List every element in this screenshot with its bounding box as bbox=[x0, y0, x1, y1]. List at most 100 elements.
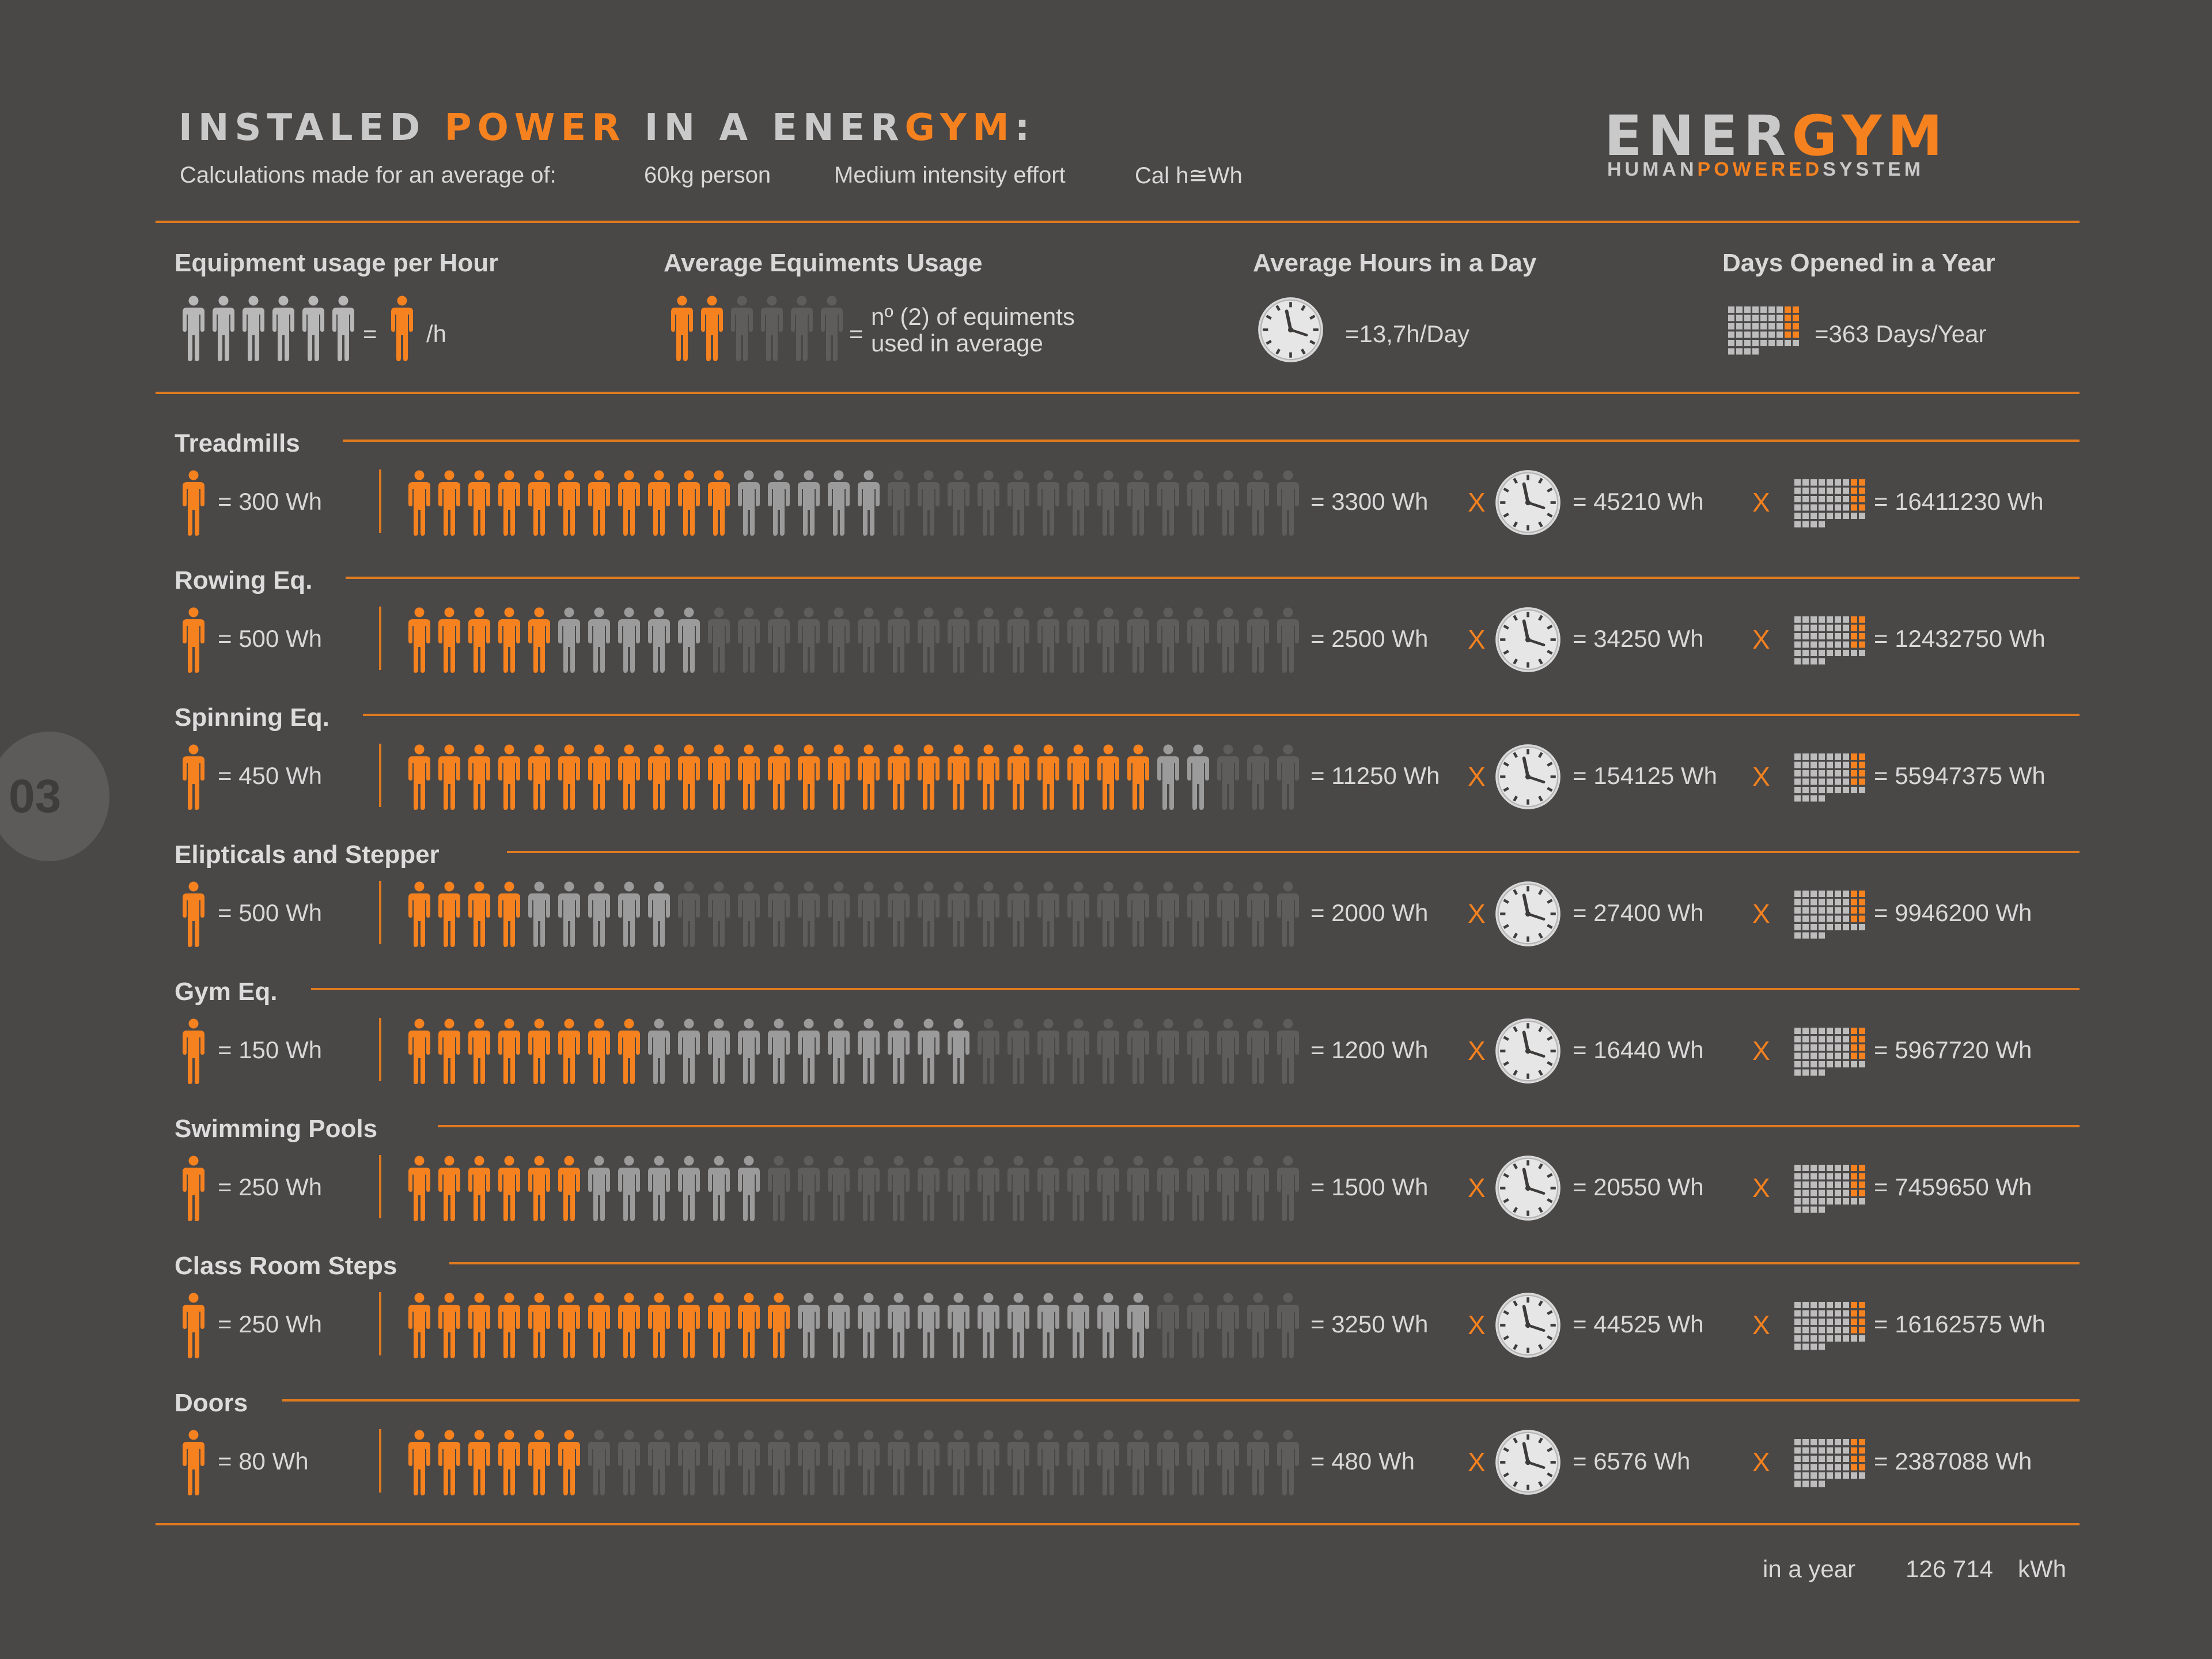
person-icon bbox=[584, 744, 614, 813]
person-icon bbox=[794, 881, 824, 950]
person-icon bbox=[854, 744, 884, 813]
person-icon bbox=[1033, 1429, 1063, 1498]
person-icon bbox=[494, 607, 524, 676]
person-icon bbox=[494, 1155, 524, 1224]
legend-usage-person bbox=[387, 295, 417, 361]
row-separator bbox=[379, 1155, 381, 1218]
tagline-highlight: POWERED bbox=[1697, 158, 1823, 180]
row-divider bbox=[438, 1125, 2080, 1127]
person-icon bbox=[524, 1155, 554, 1224]
energy-per-day: = 154125 Wh bbox=[1573, 762, 1718, 789]
person-icon bbox=[179, 1292, 209, 1361]
person-icon bbox=[1153, 1429, 1183, 1498]
person-icon bbox=[794, 469, 824, 539]
person-icon bbox=[1243, 881, 1273, 950]
multiply-sign: X bbox=[1468, 1036, 1486, 1066]
person-icon bbox=[584, 881, 614, 950]
person-icon bbox=[944, 881, 974, 950]
person-icon bbox=[794, 1018, 824, 1087]
person-icon bbox=[1243, 1429, 1273, 1498]
person-icon bbox=[674, 881, 704, 950]
person-icon bbox=[944, 469, 974, 539]
person-icon bbox=[974, 1155, 1003, 1224]
person-icon bbox=[1243, 1292, 1273, 1361]
tagline-part: SYSTEM bbox=[1823, 158, 1925, 180]
person-icon bbox=[974, 881, 1003, 950]
person-icon bbox=[1063, 744, 1093, 813]
person-icon bbox=[434, 607, 464, 676]
person-icon bbox=[464, 1018, 494, 1087]
person-icon bbox=[298, 295, 328, 364]
person-icon bbox=[1063, 1429, 1093, 1498]
person-icon bbox=[1093, 881, 1123, 950]
person-icon bbox=[704, 881, 734, 950]
energy-per-year: = 9946200 Wh bbox=[1874, 899, 2032, 926]
person-icon bbox=[1123, 1018, 1153, 1087]
clock-icon bbox=[1495, 1018, 1561, 1087]
person-icon bbox=[764, 744, 794, 813]
subtitle-person: 60kg person bbox=[644, 162, 771, 188]
equipment-name: Doors bbox=[175, 1389, 248, 1417]
equipment-name: Spinning Eq. bbox=[175, 703, 329, 732]
row-separator bbox=[379, 1292, 381, 1355]
footer-unit: kWh bbox=[2018, 1555, 2066, 1582]
multiply-sign: X bbox=[1752, 1447, 1770, 1477]
person-icon bbox=[1093, 1155, 1123, 1224]
person-icon bbox=[584, 1429, 614, 1498]
equipment-name: Class Room Steps bbox=[175, 1252, 397, 1280]
clock-icon bbox=[1495, 607, 1561, 676]
row-divider bbox=[343, 440, 2080, 442]
person-icon bbox=[464, 469, 494, 539]
person-icon bbox=[667, 295, 697, 364]
person-icon bbox=[1093, 1429, 1123, 1498]
person-icon bbox=[644, 1155, 674, 1224]
energy-per-year: = 55947375 Wh bbox=[1874, 762, 2046, 789]
legend-avg-text1: nº (2) of equiments bbox=[871, 303, 1075, 330]
person-icon bbox=[614, 1155, 644, 1224]
person-icon bbox=[884, 1155, 914, 1224]
legend-hours-value: =13,7h/Day bbox=[1345, 320, 1469, 347]
person-icon bbox=[1153, 1292, 1183, 1361]
person-icon bbox=[884, 881, 914, 950]
person-icon bbox=[1033, 1018, 1063, 1087]
person-icon bbox=[1273, 1155, 1303, 1224]
person-icon bbox=[434, 744, 464, 813]
calendar-icon bbox=[1794, 616, 1866, 670]
person-icon bbox=[179, 881, 209, 950]
person-icon bbox=[1183, 1429, 1213, 1498]
person-icon bbox=[1183, 1018, 1213, 1087]
person-icon bbox=[1003, 607, 1033, 676]
person-icon bbox=[179, 1018, 209, 1087]
person-icon bbox=[1003, 1155, 1033, 1224]
energy-per-person: = 300 Wh bbox=[218, 488, 322, 515]
person-icon bbox=[1273, 1018, 1303, 1087]
person-icon bbox=[644, 881, 674, 950]
person-icon bbox=[1123, 1429, 1153, 1498]
page-number-badge: 03 bbox=[0, 732, 109, 861]
row-divider bbox=[346, 577, 2080, 579]
person-icon bbox=[764, 1155, 794, 1224]
person-icon bbox=[764, 469, 794, 539]
person-icon bbox=[1003, 469, 1033, 539]
person-icon bbox=[1273, 1292, 1303, 1361]
person-icon bbox=[404, 1429, 434, 1498]
person-icon bbox=[854, 1429, 884, 1498]
person-icon bbox=[944, 1429, 974, 1498]
person-icon bbox=[1063, 1292, 1093, 1361]
person-icon bbox=[884, 744, 914, 813]
logo-tagline: HUMANPOWEREDSYSTEM bbox=[1607, 158, 1924, 181]
person-icon bbox=[494, 1292, 524, 1361]
person-icon bbox=[494, 1429, 524, 1498]
person-icon bbox=[644, 607, 674, 676]
person-icon bbox=[944, 1292, 974, 1361]
person-icon bbox=[884, 469, 914, 539]
person-icon bbox=[764, 1292, 794, 1361]
person-icon bbox=[794, 1155, 824, 1224]
person-icon bbox=[674, 1155, 704, 1224]
equipment-name: Treadmills bbox=[175, 429, 300, 457]
usage-people bbox=[404, 881, 1303, 947]
usage-people bbox=[404, 744, 1303, 810]
person-icon bbox=[1033, 1155, 1063, 1224]
energy-per-person: = 250 Wh bbox=[218, 1310, 322, 1338]
clock-icon bbox=[1495, 469, 1561, 539]
